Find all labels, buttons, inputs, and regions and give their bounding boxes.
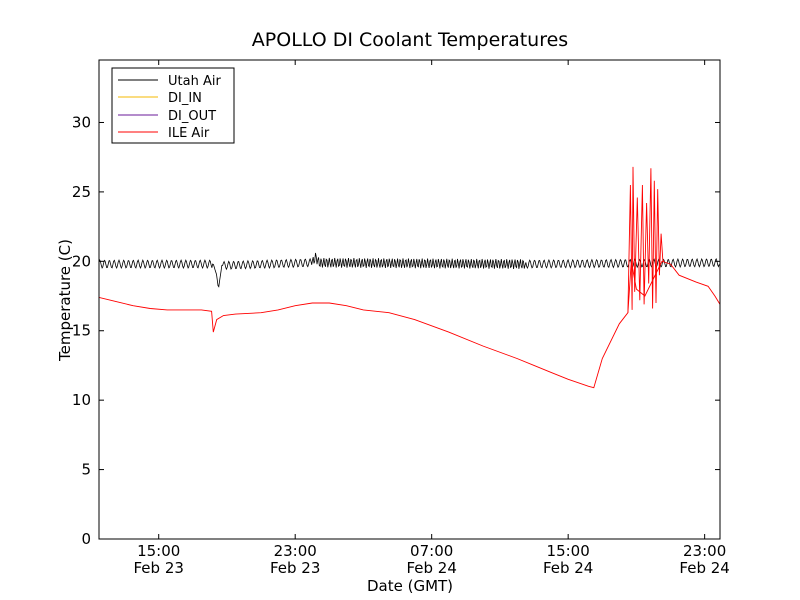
- x-tick-date-label: Feb 24: [679, 559, 729, 577]
- y-tick-label: 25: [72, 183, 91, 201]
- plot-area: [98, 59, 721, 540]
- series-line-utah-air: [99, 252, 720, 288]
- x-tick-date-label: Feb 23: [134, 559, 184, 577]
- x-tick-time-label: 23:00: [683, 542, 726, 560]
- chart-title: APOLLO DI Coolant Temperatures: [252, 29, 568, 51]
- plot-frame: [98, 59, 721, 540]
- x-tick-time-label: 07:00: [410, 542, 453, 560]
- legend-label-di-out: DI_OUT: [168, 109, 216, 124]
- y-axis-label: Temperature (C): [56, 239, 74, 362]
- y-tick-label: 0: [81, 530, 91, 548]
- legend-label-ile-air: ILE Air: [168, 126, 210, 141]
- y-tick-label: 10: [72, 391, 91, 409]
- legend-label-di-in: DI_IN: [168, 91, 202, 106]
- x-tick-time-label: 23:00: [274, 542, 317, 560]
- x-tick-date-label: Feb 23: [270, 559, 320, 577]
- x-tick-date-label: Feb 24: [406, 559, 456, 577]
- series-spikes-ile-air: [627, 166, 665, 313]
- x-axis-label: Date (GMT): [367, 577, 453, 595]
- x-tick-time-label: 15:00: [547, 542, 590, 560]
- y-tick-label: 5: [81, 461, 91, 479]
- series-line-ile-air: [99, 260, 720, 389]
- legend-label-utah-air: Utah Air: [168, 74, 221, 89]
- series-layer: [99, 166, 720, 389]
- legend: Utah Air DI_IN DI_OUT ILE Air: [111, 67, 235, 144]
- y-tick-label: 15: [72, 322, 91, 340]
- y-tick-label: 30: [72, 113, 91, 131]
- x-tick-time-label: 15:00: [137, 542, 180, 560]
- x-tick-date-label: Feb 24: [543, 559, 593, 577]
- y-tick-label: 20: [72, 252, 91, 270]
